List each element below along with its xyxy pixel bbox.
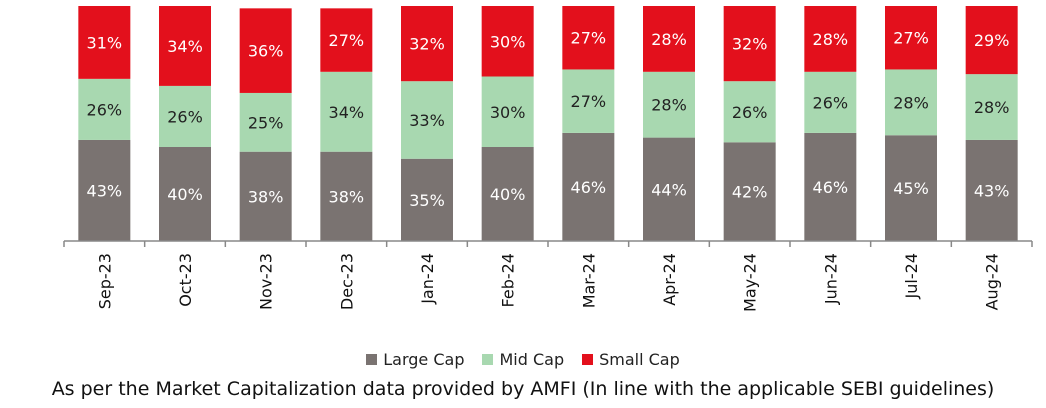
data-label-small-cap-sep-23: 31% — [87, 33, 123, 52]
x-tick-label: Nov-23 — [257, 253, 276, 310]
footnote: As per the Market Capitalization data pr… — [51, 378, 995, 400]
data-label-large-cap-nov-23: 38% — [248, 187, 284, 206]
bar-mid-cap-may-24 — [723, 81, 776, 143]
x-tick-label: Oct-23 — [176, 253, 195, 307]
bar-small-cap-may-24 — [723, 6, 776, 82]
data-label-small-cap-nov-23: 36% — [248, 42, 284, 61]
legend-swatch — [582, 353, 594, 365]
bar-small-cap-jul-24 — [885, 6, 937, 70]
data-label-small-cap-may-24: 32% — [732, 35, 768, 54]
data-label-large-cap-apr-24: 44% — [651, 180, 687, 199]
data-label-mid-cap-feb-24: 30% — [490, 103, 526, 122]
x-tick-label: Jul-24 — [902, 253, 921, 299]
bar-small-cap-apr-24 — [643, 6, 695, 72]
data-label-small-cap-feb-24: 30% — [490, 32, 526, 51]
legend-swatch — [366, 353, 378, 365]
legend: Large Cap Mid Cap Small Cap — [0, 348, 1046, 370]
bar-mid-cap-jul-24 — [885, 69, 937, 136]
data-label-large-cap-jun-24: 46% — [813, 178, 849, 197]
data-label-small-cap-dec-23: 27% — [329, 31, 365, 50]
legend-label: Large Cap — [383, 349, 465, 369]
bar-small-cap-mar-24 — [562, 6, 615, 70]
data-label-large-cap-jul-24: 45% — [893, 179, 929, 198]
data-label-large-cap-may-24: 42% — [732, 183, 768, 202]
data-label-small-cap-apr-24: 28% — [651, 30, 687, 49]
bar-large-cap-dec-23 — [320, 151, 373, 241]
bar-small-cap-sep-23 — [78, 6, 131, 79]
bar-large-cap-nov-23 — [239, 151, 292, 241]
bar-mid-cap-sep-23 — [78, 78, 131, 140]
bar-large-cap-feb-24 — [481, 147, 534, 241]
bar-mid-cap-jun-24 — [804, 71, 857, 133]
bar-large-cap-jul-24 — [885, 135, 937, 241]
data-label-large-cap-jan-24: 35% — [409, 191, 445, 210]
data-label-small-cap-jan-24: 32% — [409, 35, 445, 54]
bar-mid-cap-nov-23 — [239, 92, 292, 152]
legend-label: Small Cap — [599, 349, 680, 369]
bar-large-cap-apr-24 — [643, 137, 695, 241]
x-tick-label: Dec-23 — [337, 253, 356, 310]
bar-large-cap-may-24 — [723, 142, 776, 241]
data-label-mid-cap-may-24: 26% — [732, 103, 768, 122]
bar-mid-cap-apr-24 — [643, 71, 695, 138]
bar-small-cap-oct-23 — [159, 6, 211, 86]
legend-label: Mid Cap — [499, 349, 565, 369]
data-label-mid-cap-aug-24: 28% — [974, 98, 1010, 117]
bar-large-cap-jan-24 — [401, 158, 453, 241]
bar-mid-cap-oct-23 — [159, 85, 211, 147]
stacked-bar-chart: 43% 26% 31% 40% 26% 34% 38% 25% 36% 38% 34% 27% 35% 3… — [63, 6, 1033, 312]
bar-mid-cap-dec-23 — [320, 71, 373, 152]
x-tick-label: Apr-24 — [660, 253, 679, 306]
bar-small-cap-dec-23 — [320, 8, 373, 72]
data-label-mid-cap-mar-24: 27% — [571, 92, 607, 111]
x-tick-label: Jan-24 — [418, 253, 437, 305]
data-label-large-cap-oct-23: 40% — [167, 185, 203, 204]
x-axis: Sep-23 Oct-23 Nov-23 Dec-23 Jan-24 Feb-24 Mar-… — [63, 240, 1033, 312]
data-label-large-cap-feb-24: 40% — [490, 185, 526, 204]
data-label-mid-cap-jul-24: 28% — [893, 93, 929, 112]
data-label-large-cap-aug-24: 43% — [974, 181, 1010, 200]
data-label-mid-cap-apr-24: 28% — [651, 96, 687, 115]
data-label-mid-cap-jan-24: 33% — [409, 111, 445, 130]
x-tick-label: Sep-23 — [95, 253, 114, 309]
x-tick-label: Feb-24 — [499, 253, 518, 307]
bars-layer: 43% 26% 31% 40% 26% 34% 38% 25% 36% 38% 34% 27% 35% 3… — [78, 6, 1018, 241]
legend-item-small-cap: Small Cap — [582, 350, 680, 369]
data-label-large-cap-sep-23: 43% — [87, 181, 123, 200]
bar-small-cap-nov-23 — [239, 8, 292, 93]
x-tick-label: Jun-24 — [821, 253, 840, 305]
bar-large-cap-jun-24 — [804, 132, 857, 241]
data-label-large-cap-dec-23: 38% — [329, 187, 365, 206]
x-tick-label: Mar-24 — [579, 253, 598, 308]
data-label-mid-cap-nov-23: 25% — [248, 113, 284, 132]
data-label-mid-cap-sep-23: 26% — [87, 100, 123, 119]
data-label-small-cap-aug-24: 29% — [974, 31, 1010, 50]
bar-large-cap-oct-23 — [159, 147, 211, 241]
bar-large-cap-aug-24 — [965, 139, 1018, 241]
data-label-mid-cap-oct-23: 26% — [167, 107, 203, 126]
bar-mid-cap-mar-24 — [562, 69, 615, 133]
bar-small-cap-jun-24 — [804, 6, 857, 72]
bar-mid-cap-feb-24 — [481, 76, 534, 147]
bar-small-cap-aug-24 — [965, 6, 1018, 75]
bar-mid-cap-jan-24 — [401, 81, 453, 159]
data-label-mid-cap-jun-24: 26% — [813, 93, 849, 112]
data-label-small-cap-jul-24: 27% — [893, 29, 929, 48]
legend-item-mid-cap: Mid Cap — [482, 350, 564, 369]
data-label-mid-cap-dec-23: 34% — [329, 103, 365, 122]
data-label-small-cap-jun-24: 28% — [813, 30, 849, 49]
bar-large-cap-mar-24 — [562, 132, 615, 241]
legend-item-large-cap: Large Cap — [366, 350, 464, 369]
x-tick-label: Aug-24 — [983, 253, 1002, 310]
x-tick-label: May-24 — [741, 253, 760, 312]
data-label-small-cap-oct-23: 34% — [167, 37, 203, 56]
bar-large-cap-sep-23 — [78, 139, 131, 241]
data-label-small-cap-mar-24: 27% — [571, 29, 607, 48]
bar-small-cap-feb-24 — [481, 6, 534, 77]
bar-small-cap-jan-24 — [401, 6, 453, 82]
legend-swatch — [482, 353, 494, 365]
data-label-large-cap-mar-24: 46% — [571, 178, 607, 197]
bar-mid-cap-aug-24 — [965, 74, 1018, 140]
